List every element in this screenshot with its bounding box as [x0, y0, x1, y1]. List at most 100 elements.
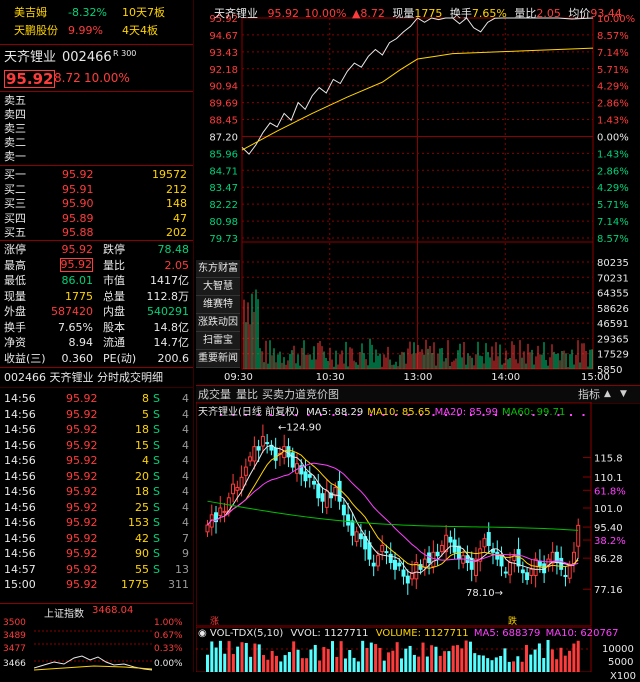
ask-label: 卖一 [4, 150, 26, 163]
ask-label: 卖五 [4, 94, 26, 107]
vol-axis-label: 5850 [597, 365, 622, 376]
volume-bar [503, 648, 507, 672]
volume-bar [335, 656, 339, 672]
bid-row[interactable]: 买一 95.92 19572 [0, 168, 193, 182]
volume-bar [262, 655, 266, 672]
left-axis-label: 88.45 [209, 116, 238, 127]
volume-bar [287, 652, 291, 672]
vol-axis-label: 17529 [597, 350, 629, 361]
tick-count: 9 [182, 547, 189, 560]
candle [559, 557, 564, 570]
left-axis-label: 92.18 [209, 65, 238, 76]
stat-row: 收益(三) 0.360 PE(动) 200.6 [0, 351, 193, 366]
side-menu-item[interactable]: 重要新闻 [196, 350, 240, 368]
volume-chart[interactable]: ◉ VOL-TDX(5,10) VVOL: 1127711 VOLUME: 11… [195, 626, 640, 682]
volume-bar [568, 650, 572, 672]
tick-direction: S [153, 469, 160, 483]
kline-axis-label: 101.0 [594, 504, 623, 515]
intraday-chart[interactable]: 95.92 94.67 93.43 92.18 90.94 89.69 88.45 87.20… [196, 0, 640, 385]
candle [329, 492, 334, 499]
tick-direction: S [153, 485, 160, 498]
volume-bar [218, 640, 222, 672]
side-menu-item[interactable]: 维赛特 [196, 296, 240, 314]
kline-axis-label: 61.8% [594, 486, 626, 497]
tab-buy-sell-force[interactable]: 买卖力道 [262, 388, 306, 401]
volume-bar [322, 647, 326, 672]
candle [397, 562, 402, 567]
volume-bar [374, 644, 378, 672]
kline-axis-label: 38.2% [594, 536, 626, 547]
stat-value: 8.94 [68, 336, 94, 349]
tick-direction: S [153, 423, 160, 436]
tick-row: 14:56 95.92 25 S 4 [0, 500, 193, 515]
candle [350, 520, 355, 536]
volume-bar [223, 653, 227, 672]
kline-chart[interactable]: 115.8 110.1 61.8% 101.0 95.40 38.2% 86.28 77.16… [195, 401, 640, 627]
tick-count: 4 [182, 454, 189, 467]
watch-item-2[interactable]: 天鹏股份 9.99% 4天4板 [0, 22, 193, 39]
side-menu-item[interactable]: 涨跌动因 [196, 314, 240, 332]
volume-bar [253, 643, 257, 672]
side-menu-item[interactable]: 东方财富 [196, 260, 240, 278]
tab-volume[interactable]: 成交量 [198, 388, 231, 401]
candle [576, 524, 581, 547]
volume-bar [451, 645, 455, 672]
bid-row[interactable]: 买三 95.90 148 [0, 197, 193, 211]
candle [537, 560, 542, 567]
ma60-line [207, 500, 579, 531]
candle [529, 568, 534, 576]
volume-bar [542, 658, 546, 672]
tick-count: 4 [182, 485, 189, 498]
left-axis-label: 85.96 [209, 149, 238, 160]
candle [435, 551, 440, 557]
candle [401, 569, 406, 577]
tab-volume-ratio[interactable]: 量比 [236, 388, 258, 401]
stat-label: 内盘 [103, 305, 125, 318]
candle [367, 542, 372, 560]
candle [410, 572, 415, 580]
intraday-stock-name: 天齐锂业 [214, 7, 258, 20]
volume-bar [343, 658, 347, 672]
collapse-icon[interactable]: ▲ [604, 389, 611, 399]
watch-item-1[interactable]: 美吉姆 -8.32% 10天7板 [0, 4, 193, 21]
tick-row: 14:56 95.92 4 S 4 [0, 453, 193, 468]
right-axis-label: 4.29% [597, 183, 629, 194]
vol-scale: X100 [610, 671, 636, 682]
volume-bar [382, 660, 386, 672]
candle [473, 558, 478, 576]
tick-direction: S [153, 500, 160, 514]
volume-bar [387, 652, 391, 672]
bid-row[interactable]: 买四 95.89 47 [0, 212, 193, 226]
side-menu-item[interactable]: 扫雷宝 [196, 332, 240, 350]
candle [222, 510, 227, 513]
vol-axis-label: 58626 [597, 304, 629, 315]
volume-bar [296, 649, 300, 672]
volume-bar [244, 642, 248, 672]
expand-icon[interactable]: ▼ [620, 389, 627, 399]
settings-dot-icon[interactable]: ◉ [198, 628, 207, 639]
bid-row[interactable]: 买二 95.91 212 [0, 183, 193, 197]
stat-label: 收益(三) [4, 351, 46, 365]
index-mini-chart[interactable]: 上证指数 3468.04 3500 3489 3477 3466 1.00% 0… [0, 603, 193, 673]
bid-row[interactable]: 买五 95.88 202 [0, 226, 193, 240]
indicator-button[interactable]: 指标 [578, 388, 600, 401]
tab-auction[interactable]: 竞价图 [306, 388, 339, 401]
volume-bar [481, 655, 485, 672]
volume-bar [270, 650, 274, 672]
volume-bar [434, 646, 438, 672]
candle [243, 466, 248, 476]
candle [533, 558, 538, 576]
volume-bar [524, 644, 528, 672]
tick-row: 14:56 95.92 90 S 9 [0, 546, 193, 561]
tick-price: 95.92 [66, 516, 98, 529]
volume-bar [274, 655, 278, 672]
tick-volume: 153 [128, 516, 149, 529]
tick-time: 14:56 [4, 392, 36, 405]
side-menu-item[interactable]: 大智慧 [196, 278, 240, 296]
stat-value: 1417亿 [150, 274, 189, 287]
bid-price: 95.90 [62, 197, 94, 210]
tick-price: 95.92 [66, 578, 98, 591]
price-line [241, 17, 594, 155]
volume-bar [550, 649, 554, 672]
tick-direction: S [153, 547, 160, 560]
